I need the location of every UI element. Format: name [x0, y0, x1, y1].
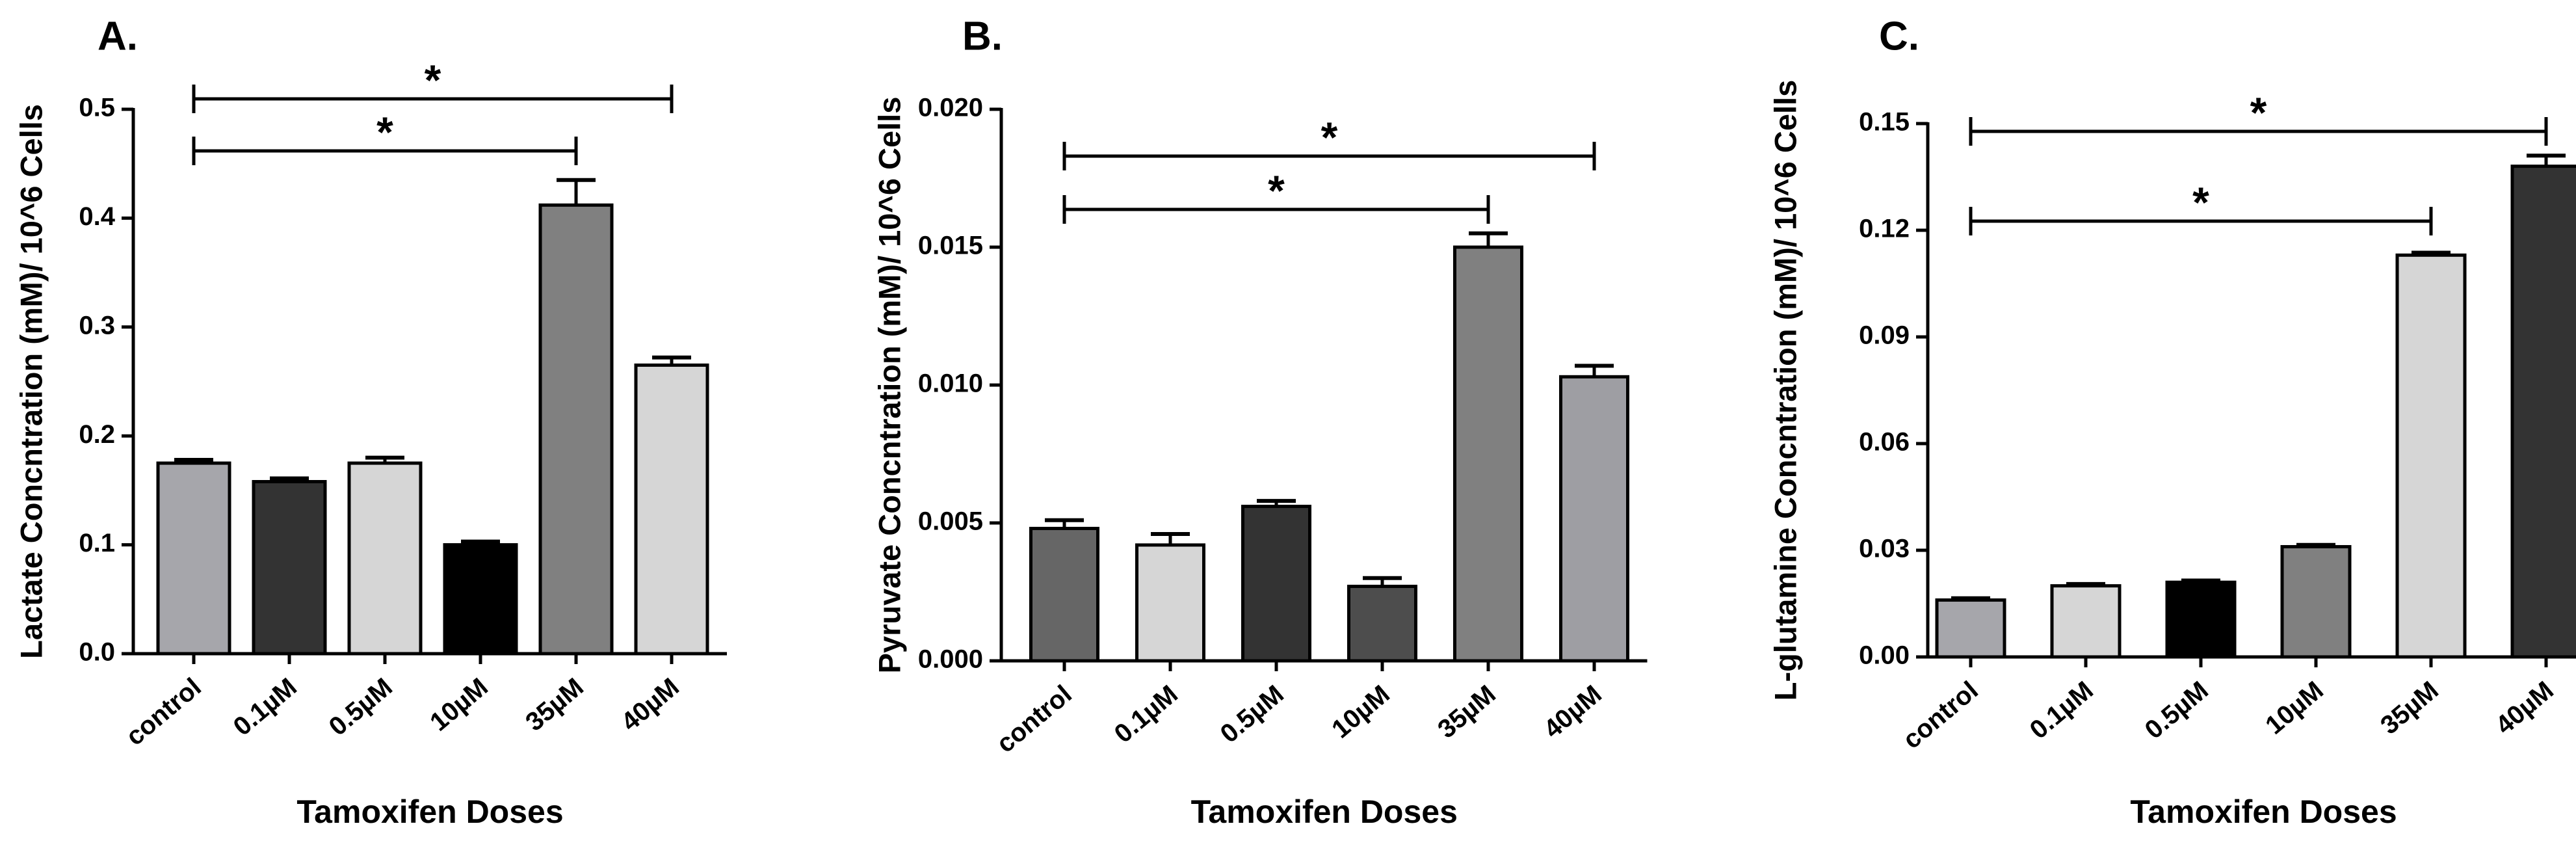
y-tick-label: 0.015: [918, 232, 983, 260]
y-tick-label: 0.010: [918, 369, 983, 398]
y-tick-label: 0.5: [79, 94, 115, 122]
bar-4: [443, 543, 518, 656]
y-tick-label: 0.020: [918, 94, 983, 122]
y-axis-title: Pyruvate Concntration (mM)/ 10^6 Cells: [872, 97, 906, 674]
panel-c: C. 0.00 0.03 0.06 0.09 0.12 0.15 L-glutamine Co…: [1768, 14, 2576, 830]
bar-6: [634, 363, 709, 656]
x-tick-label: 40µM: [616, 673, 685, 737]
y-tick-label: 0.0: [79, 638, 115, 667]
y-tick-label: 0.1: [79, 529, 115, 557]
x-tick-label: 10µM: [1326, 680, 1395, 744]
x-tick-label: control: [1898, 676, 1984, 754]
bar-6: [2510, 165, 2576, 659]
bar-3: [2165, 580, 2237, 659]
x-tick-label: control: [992, 680, 1077, 758]
y-tick-label: 0.06: [1859, 428, 1910, 457]
bar-4: [1347, 585, 1417, 663]
significance-star: *: [1268, 167, 1285, 215]
y-tick-label: 0.2: [79, 420, 115, 449]
y-tick-label: 0.005: [918, 507, 983, 536]
y-tick-label: 0.4: [79, 202, 115, 231]
x-tick-label: 40µM: [2490, 676, 2559, 740]
x-tick-label: 10µM: [2260, 676, 2329, 740]
bar-5: [1453, 245, 1523, 663]
significance-star: *: [376, 108, 393, 156]
y-axis-title: L-glutamine Concntration (mM)/ 10^6 Cell…: [1768, 80, 1802, 701]
x-tick-label: 40µM: [1538, 680, 1607, 744]
panel-label-a: A.: [98, 14, 138, 59]
x-tick-label: 10µM: [425, 673, 493, 737]
x-tick-label: control: [121, 673, 207, 751]
significance-star: *: [1321, 113, 1338, 161]
panel-label-c: C.: [1879, 14, 1919, 59]
y-tick-label: 0.09: [1859, 321, 1910, 350]
bar-3: [1241, 505, 1311, 663]
bar-3: [347, 461, 423, 656]
x-tick-label: 0.1µM: [1109, 680, 1183, 749]
x-axis-title: Tamoxifen Doses: [296, 794, 563, 830]
bar-1: [1029, 526, 1099, 663]
x-tick-label: 0.5µM: [2140, 676, 2214, 745]
x-tick-label: 35µM: [2375, 676, 2444, 740]
y-tick-label: 0.3: [79, 311, 115, 340]
bar-2: [252, 480, 327, 656]
y-tick-label: 0.000: [918, 645, 983, 674]
x-tick-label: 0.5µM: [1215, 680, 1289, 749]
y-tick-label: 0.03: [1859, 535, 1910, 563]
panel-b: B. 0.000 0.005 0.010 0.015 0.020 Pyruvate Conc…: [872, 14, 1648, 830]
bar-4: [2280, 545, 2352, 659]
x-tick-label: 0.1µM: [2025, 676, 2099, 745]
x-axis-title: Tamoxifen Doses: [2130, 794, 2397, 830]
significance-star: *: [2192, 178, 2209, 226]
bar-5: [538, 203, 614, 656]
y-tick-label: 0.00: [1859, 641, 1910, 670]
bar-2: [1135, 543, 1205, 663]
bar-1: [156, 461, 231, 656]
bar-1: [1935, 598, 2006, 659]
panel-a: A. 0.0 0.1 0.2 0.3 0.4 0.5 Lactate Concntration…: [14, 14, 727, 830]
bar-6: [1559, 375, 1629, 663]
x-tick-label: 0.5µM: [324, 673, 398, 741]
panel-label-b: B.: [962, 14, 1003, 59]
x-tick-label: 35µM: [520, 673, 589, 737]
significance-star: *: [425, 56, 441, 104]
significance-star: *: [2250, 88, 2267, 137]
y-axis-title: Lactate Concntration (mM)/ 10^6 Cells: [14, 104, 48, 659]
bar-2: [2050, 584, 2122, 659]
y-tick-label: 0.12: [1859, 215, 1910, 243]
x-axis-title: Tamoxifen Doses: [1191, 794, 1458, 830]
bar-5: [2395, 253, 2467, 659]
x-tick-label: 35µM: [1432, 680, 1501, 744]
x-tick-label: 0.1µM: [228, 673, 302, 741]
y-tick-label: 0.15: [1859, 108, 1910, 137]
